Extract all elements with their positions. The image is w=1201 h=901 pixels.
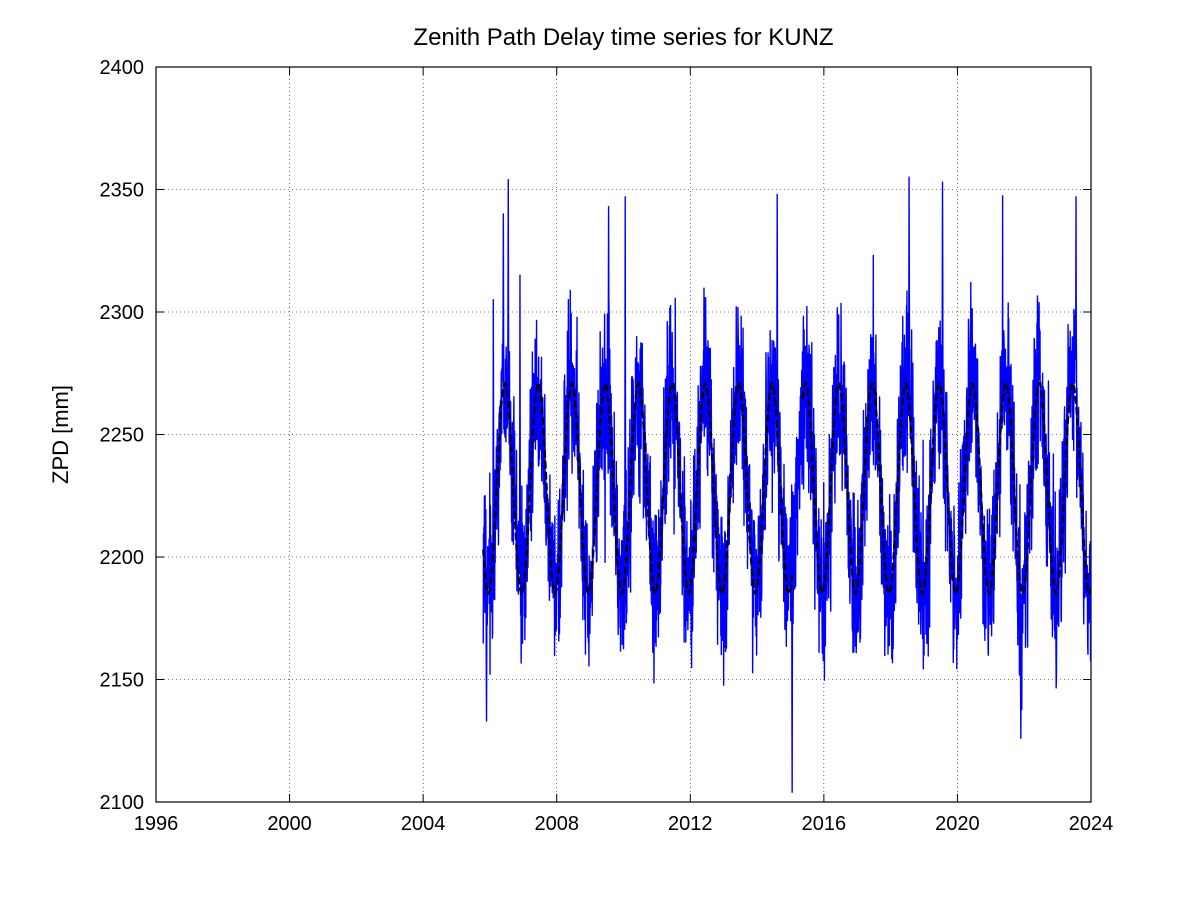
ytick-label: 2300 bbox=[100, 302, 145, 324]
chart-title: Zenith Path Delay time series for KUNZ bbox=[413, 24, 833, 51]
xtick-label: 1996 bbox=[134, 813, 179, 835]
xtick-label: 2024 bbox=[1069, 813, 1114, 835]
chart-container: 1996 2000 2004 2008 2012 2016 2020 2024 2100 2150… bbox=[0, 0, 1201, 901]
xtick-label: 2000 bbox=[267, 813, 312, 835]
ytick-label: 2100 bbox=[100, 792, 145, 814]
chart-svg: 1996 2000 2004 2008 2012 2016 2020 2024 2100 2150… bbox=[0, 0, 1201, 901]
ytick-label: 2200 bbox=[100, 547, 145, 569]
y-axis-label: ZPD [mm] bbox=[48, 385, 73, 484]
xtick-label: 2008 bbox=[534, 813, 579, 835]
xtick-label: 2016 bbox=[802, 813, 847, 835]
xtick-label: 2020 bbox=[935, 813, 980, 835]
ytick-label: 2350 bbox=[100, 180, 145, 202]
ytick-label: 2150 bbox=[100, 670, 145, 692]
xtick-label: 2004 bbox=[401, 813, 446, 835]
xtick-label: 2012 bbox=[668, 813, 713, 835]
ytick-label: 2400 bbox=[100, 57, 145, 79]
ytick-label: 2250 bbox=[100, 425, 145, 447]
